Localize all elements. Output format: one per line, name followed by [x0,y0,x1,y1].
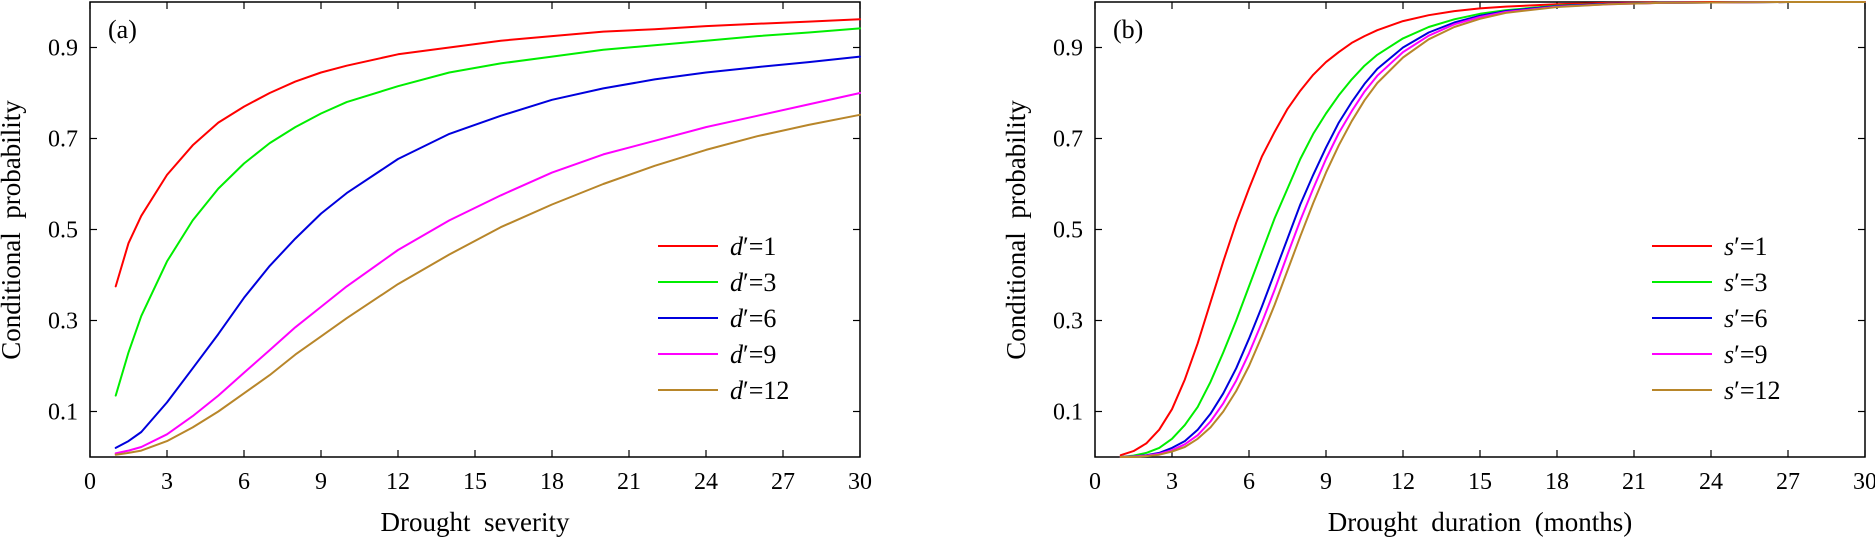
panel-b-ticks [1094,2,1866,457]
panel-b-y-axis-title: Conditional probability [1001,100,1031,360]
panel-b-x-tick-label: 30 [1853,469,1875,495]
panel-a-x-axis-title: Drought severity [381,507,570,537]
panel-a-x-tick-label: 18 [540,469,564,495]
panel-a-x-tick-label: 27 [771,469,795,495]
panel-a-y-tick-label: 0.5 [48,218,78,244]
panel-a-legend: d′=1 d′=3 d′=6 d′=9 d′=12 [658,232,789,405]
panel-b-legend: s′=1 s′=3 s′=6 s′=9 s′=12 [1652,232,1780,405]
panel-a-x-tick-label: 30 [848,469,872,495]
panel-a-ticks [89,2,861,457]
panel-b-x-tick-label: 6 [1243,469,1255,495]
panel-b-y-tick-label: 0.3 [1053,309,1083,335]
panel-a-legend-label-12: d′=12 [730,376,789,405]
panel-a-series-line-1 [114,18,861,288]
panel-b-series-line-1 [1119,1,1866,457]
panel-a-series-line-3 [114,27,861,397]
panel-b-x-tick-label: 0 [1089,469,1101,495]
panel-a-x-tick-label: 24 [694,469,718,495]
panel-b: 0 3 6 9 12 15 18 21 24 27 30 0.1 0.3 0.5 0.7 0.9 (b) Dr… [1001,1,1875,537]
panel-b-x-tick-label: 21 [1622,469,1646,495]
panel-a-x-tick-label: 6 [238,469,250,495]
panel-b-series [1119,1,1866,458]
panel-a-x-tick-label: 9 [315,469,327,495]
panel-a-y-tick-label: 0.1 [48,400,78,426]
panel-a: 0 3 6 9 12 15 18 21 24 27 30 0.1 0.3 0.5 0.7 0.9 (a) Dr… [0,1,872,537]
panel-b-legend-label-9: s′=9 [1724,340,1767,369]
panel-b-legend-label-6: s′=6 [1724,304,1767,333]
panel-b-legend-label-3: s′=3 [1724,268,1767,297]
panel-a-series-line-12 [114,113,861,456]
panel-a-x-tick-label: 12 [386,469,410,495]
panel-a-legend-label-9: d′=9 [730,340,776,369]
panel-b-x-tick-label: 3 [1166,469,1178,495]
panel-b-x-axis-title: Drought duration (months) [1328,507,1632,537]
panel-a-series-line-9 [114,92,861,455]
panel-a-x-tick-label: 15 [463,469,487,495]
panel-a-x-tick-label: 21 [617,469,641,495]
panel-a-legend-label-1: d′=1 [730,232,776,261]
panel-b-x-tick-label: 27 [1776,469,1800,495]
panel-a-x-tick-label: 0 [84,469,96,495]
panel-b-y-tick-label: 0.1 [1053,400,1083,426]
panel-a-legend-label-6: d′=6 [730,304,776,333]
panel-b-x-tick-label: 18 [1545,469,1569,495]
panel-b-label: (b) [1113,15,1143,44]
panel-a-y-axis-title: Conditional probability [0,100,26,360]
panel-b-x-tick-label: 24 [1699,469,1723,495]
panel-b-legend-label-12: s′=12 [1724,376,1780,405]
panel-b-legend-label-1: s′=1 [1724,232,1767,261]
panel-b-tick-labels: 0 3 6 9 12 15 18 21 24 27 30 0.1 0.3 0.5 0.7 0.9 [1053,36,1875,496]
panel-a-y-tick-label: 0.7 [48,127,78,153]
panel-b-x-tick-label: 15 [1468,469,1492,495]
panel-a-legend-label-3: d′=3 [730,268,776,297]
panel-b-x-tick-label: 9 [1320,469,1332,495]
panel-a-x-tick-label: 3 [161,469,173,495]
panel-b-series-line-12 [1119,1,1866,458]
panel-b-y-tick-label: 0.5 [1053,218,1083,244]
panel-a-y-tick-label: 0.3 [48,309,78,335]
panel-a-series-line-6 [114,55,861,449]
panel-b-x-tick-label: 12 [1391,469,1415,495]
panel-a-tick-labels: 0 3 6 9 12 15 18 21 24 27 30 0.1 0.3 0.5 0.7 0.9 [48,36,872,496]
panel-b-y-tick-label: 0.7 [1053,127,1083,153]
panel-a-label: (a) [108,15,137,44]
panel-a-y-tick-label: 0.9 [48,36,78,62]
panel-b-y-tick-label: 0.9 [1053,36,1083,62]
panel-a-series [114,18,861,456]
